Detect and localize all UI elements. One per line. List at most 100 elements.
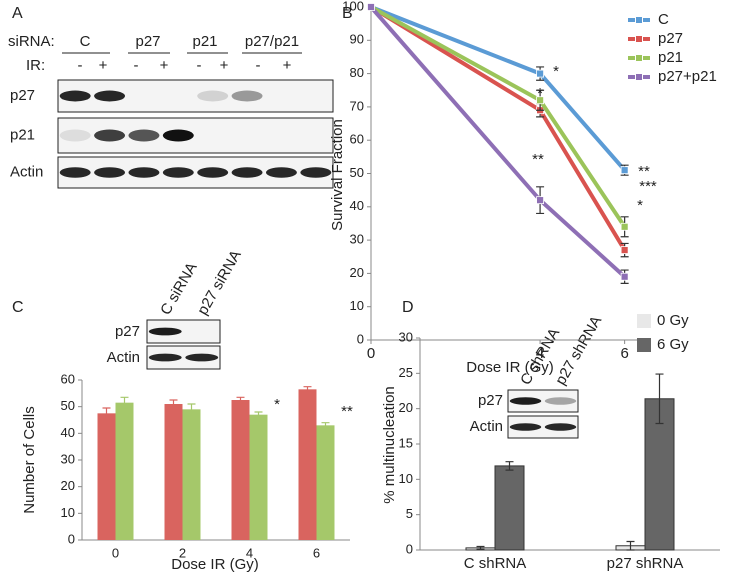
ir-sign: - — [256, 57, 261, 74]
band — [59, 90, 91, 102]
x-axis-label: Dose IR (Gy) — [466, 359, 554, 376]
y-tick-label: 50 — [61, 398, 75, 413]
x-tick-label: 2 — [179, 545, 186, 560]
error-bar — [169, 399, 178, 409]
ir-sign: - — [134, 57, 139, 74]
band — [231, 167, 263, 178]
error-bar — [303, 386, 312, 393]
y-tick-label: 10 — [350, 298, 364, 313]
legend-marker — [635, 16, 643, 24]
annotation: ** — [638, 163, 650, 180]
annotation: * — [274, 396, 280, 413]
row-label: Actin — [10, 163, 43, 180]
bar — [182, 409, 201, 540]
legend-label: p27 — [658, 30, 683, 47]
y-tick-label: 10 — [61, 505, 75, 520]
x-tick-label: C shRNA — [464, 555, 527, 572]
blot — [507, 415, 579, 439]
error-bar — [236, 396, 245, 404]
legend-marker — [635, 73, 643, 81]
row-label: p27 — [478, 392, 503, 409]
band — [265, 167, 297, 178]
blot — [146, 345, 221, 370]
y-tick-label: 60 — [61, 371, 75, 386]
marker — [367, 3, 375, 11]
band — [148, 327, 182, 336]
legend-swatch — [637, 314, 651, 328]
bar — [164, 404, 183, 540]
bar — [231, 400, 250, 540]
annotation: *** — [639, 178, 657, 195]
ir-sign: - — [197, 57, 202, 74]
band — [94, 90, 126, 102]
y-tick-label: 60 — [350, 132, 364, 147]
lane-label: p27 shRNA — [552, 313, 605, 388]
band — [94, 129, 126, 142]
y-axis-label: % multinucleation — [381, 386, 398, 504]
band — [231, 90, 263, 102]
bar — [115, 402, 134, 540]
y-tick-label: 80 — [350, 65, 364, 80]
legend-label: 0 Gy — [657, 312, 689, 329]
bar — [249, 414, 268, 540]
band — [148, 353, 182, 362]
ir-label: IR: — [26, 57, 45, 74]
ir-sign: + — [220, 57, 229, 74]
x-tick-label: 6 — [313, 545, 320, 560]
x-axis-label: Dose IR (Gy) — [171, 556, 259, 573]
marker — [620, 246, 629, 254]
ir-sign: + — [283, 57, 292, 74]
band — [59, 129, 91, 142]
error-bar — [254, 411, 263, 418]
y-tick-label: 30 — [350, 232, 364, 247]
y-tick-label: 5 — [406, 506, 413, 521]
y-tick-label: 0 — [406, 541, 413, 556]
y-tick-label: 20 — [399, 400, 413, 415]
y-tick-label: 20 — [61, 478, 75, 493]
y-tick-label: 0 — [68, 531, 75, 546]
y-tick-label: 90 — [350, 32, 364, 47]
error-bar — [187, 403, 196, 416]
band — [197, 167, 229, 178]
x-tick-label: 0 — [112, 545, 119, 560]
band — [509, 423, 542, 431]
legend-label: 6 Gy — [657, 336, 689, 353]
y-tick-label: 20 — [350, 265, 364, 280]
error-bar — [626, 540, 635, 551]
ir-sign: + — [99, 57, 108, 74]
marker — [620, 272, 629, 281]
group-label: C — [80, 33, 91, 50]
y-tick-label: 100 — [342, 0, 364, 13]
band — [197, 90, 229, 102]
band — [509, 397, 542, 405]
y-tick-label: 15 — [399, 435, 413, 450]
y-tick-label: 70 — [350, 98, 364, 113]
annotation: ** — [341, 403, 353, 420]
y-tick-label: 40 — [61, 425, 75, 440]
line — [370, 5, 627, 228]
bar — [494, 465, 525, 551]
panel-label: D — [402, 299, 414, 316]
band — [300, 167, 332, 178]
y-tick-label: 0 — [357, 331, 364, 346]
y-tick-label: 40 — [350, 198, 364, 213]
x-tick-label: 4 — [536, 345, 544, 362]
annotation: * — [537, 85, 543, 102]
ir-sign: + — [160, 57, 169, 74]
legend-marker — [635, 54, 643, 62]
x-tick-label: p27 shRNA — [607, 555, 684, 572]
y-tick-label: 10 — [399, 471, 413, 486]
band — [59, 167, 91, 178]
group-label: p21 — [192, 33, 217, 50]
error-bar — [102, 407, 111, 420]
marker — [620, 166, 629, 175]
group-label: p27 — [135, 33, 160, 50]
error-bar — [120, 396, 129, 409]
row-label: p27 — [10, 87, 35, 104]
legend-label: p21 — [658, 49, 683, 66]
band — [162, 129, 194, 142]
y-tick-label: 50 — [350, 165, 364, 180]
blot — [146, 319, 221, 344]
band — [128, 167, 160, 178]
